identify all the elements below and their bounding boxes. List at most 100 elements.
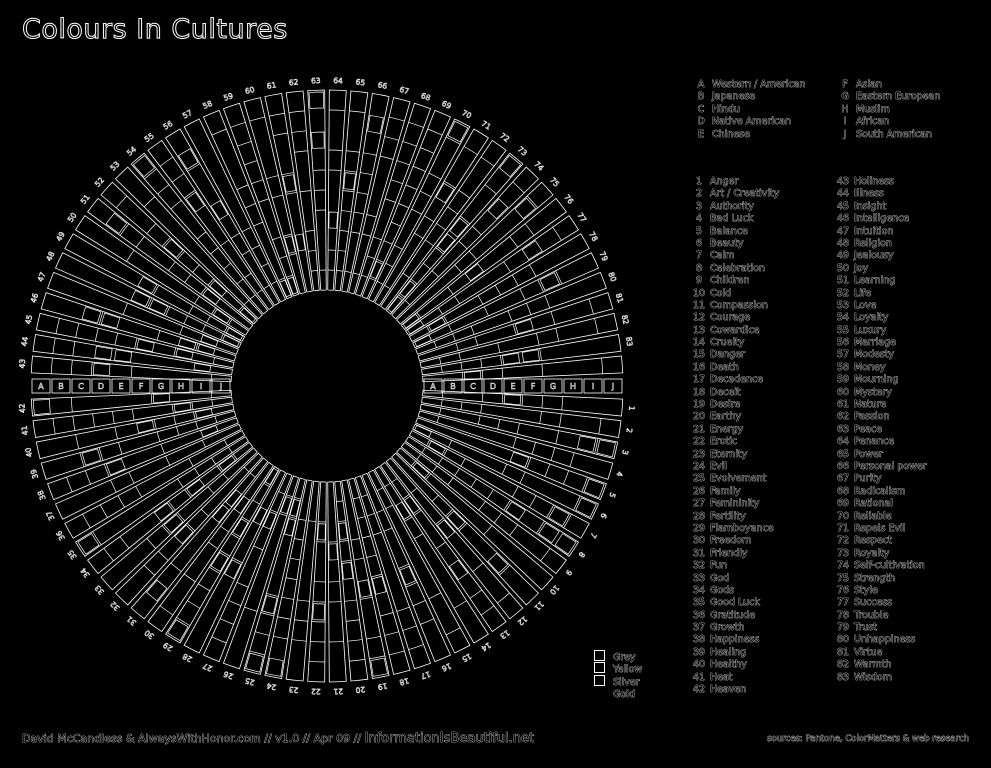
- colour-cell: [328, 211, 339, 229]
- ring-divider: [194, 296, 200, 304]
- meaning-row: 13 Cowardice: [688, 324, 779, 337]
- colour-cell: [163, 513, 184, 534]
- ring-divider: [478, 501, 486, 511]
- ring-divider: [529, 264, 537, 277]
- ring-divider: [210, 247, 219, 255]
- ring-divider: [288, 110, 305, 113]
- segment-number: 23: [288, 685, 299, 695]
- ring-divider: [290, 557, 301, 561]
- segment-outline: [285, 90, 320, 292]
- ring-divider: [329, 641, 344, 643]
- meaning-code: 26: [692, 485, 706, 497]
- ring-divider: [526, 302, 532, 315]
- ring-divider: [468, 250, 477, 260]
- segment-number: 47: [36, 271, 48, 283]
- ring-divider: [481, 392, 484, 402]
- ring-divider: [346, 150, 360, 153]
- colour-cell: [402, 313, 420, 329]
- ring-divider: [402, 272, 410, 278]
- ring-divider: [384, 136, 399, 141]
- colour-cell: [435, 182, 455, 204]
- ring-divider: [211, 636, 227, 644]
- meaning-row: 28 Fertility: [688, 510, 779, 523]
- ring-divider: [497, 592, 510, 604]
- culture-row: D Native American: [690, 116, 805, 128]
- segment-number: 29: [161, 640, 174, 653]
- ring-divider: [294, 619, 308, 622]
- culture-label: South American: [856, 128, 932, 140]
- meaning-label: Death: [710, 361, 739, 374]
- meaning-label: Beauty: [710, 237, 744, 250]
- ring-divider: [128, 471, 135, 484]
- ring-divider: [344, 271, 352, 273]
- meaning-code: 24: [692, 460, 706, 473]
- ring-letter-box: [563, 378, 583, 394]
- ring-divider: [501, 463, 508, 475]
- colour-cell: [233, 495, 250, 514]
- colour-cell: [399, 280, 416, 298]
- ring-divider: [135, 486, 143, 498]
- segment-number: 8: [577, 550, 587, 559]
- colour-cell: [210, 200, 229, 220]
- ring-divider: [480, 404, 483, 414]
- meaning-row: 29 Flamboyance: [688, 523, 779, 535]
- meaning-row: 55 Luxury: [832, 324, 927, 337]
- ring-divider: [281, 172, 294, 176]
- ring-divider: [427, 128, 443, 136]
- ring-divider: [452, 333, 456, 342]
- segment-outline: [307, 481, 327, 683]
- ring-divider: [260, 612, 274, 617]
- colour-cell: [178, 337, 197, 350]
- meaning-label: Danger: [710, 349, 746, 361]
- ring-letter-box: [543, 378, 563, 394]
- center-hole: [232, 291, 422, 481]
- ring-divider: [376, 487, 384, 491]
- colour-cell: [514, 197, 537, 220]
- ring-divider: [511, 274, 519, 286]
- ring-divider: [288, 253, 297, 256]
- ring-divider: [192, 264, 200, 273]
- meaning-label: Heat: [710, 671, 733, 683]
- meaning-row: 79 Trust: [832, 622, 927, 634]
- ring-divider: [146, 297, 153, 309]
- ring-divider: [251, 244, 260, 250]
- meaning-label: Peace: [854, 423, 883, 436]
- ring-divider: [435, 517, 444, 525]
- ring-divider: [159, 605, 174, 616]
- footer-site-link[interactable]: InformationIsBeautiful.net: [364, 731, 535, 747]
- ring-divider: [191, 401, 194, 410]
- ring-divider: [114, 332, 118, 346]
- meaning-code: 72: [836, 535, 850, 547]
- ring-divider: [367, 513, 375, 517]
- meaning-code: 56: [836, 337, 850, 349]
- segment-number: 65: [355, 77, 366, 87]
- meaning-row: 40 Healthy: [688, 659, 779, 671]
- ring-letter: G: [158, 382, 164, 391]
- meaning-row: 25 Evolvement: [688, 473, 779, 485]
- ring-divider: [153, 419, 157, 430]
- meaning-legend-col-1: 1 Anger 2 Art / Creativity 3 Authority 4 Bad Lu…: [688, 176, 780, 696]
- ring-letter: D: [490, 382, 496, 391]
- segment-outline: [417, 410, 614, 480]
- meaning-code: 17: [692, 374, 706, 386]
- meaning-code: 31: [692, 547, 706, 559]
- ring-letter-box: [583, 378, 603, 394]
- ring-divider: [230, 232, 240, 239]
- meaning-code: 76: [836, 584, 850, 597]
- meaning-row: 42 Heaven: [688, 684, 779, 696]
- ring-divider: [470, 478, 477, 488]
- ring-divider: [454, 468, 460, 476]
- meaning-row: 74 Self-cultivation: [832, 560, 927, 572]
- ring-divider: [376, 281, 384, 285]
- ring-divider: [52, 337, 56, 354]
- ring-divider: [431, 465, 438, 473]
- ring-letter-box: [211, 378, 231, 394]
- ring-divider: [541, 395, 544, 408]
- ring-divider: [477, 415, 481, 425]
- segment-outline: [341, 479, 390, 679]
- ring-divider: [367, 255, 375, 259]
- key-swatch: [594, 662, 605, 674]
- meaning-row: 3 Authority: [688, 200, 779, 213]
- meaning-label: Love: [854, 299, 877, 312]
- ring-divider: [396, 160, 410, 166]
